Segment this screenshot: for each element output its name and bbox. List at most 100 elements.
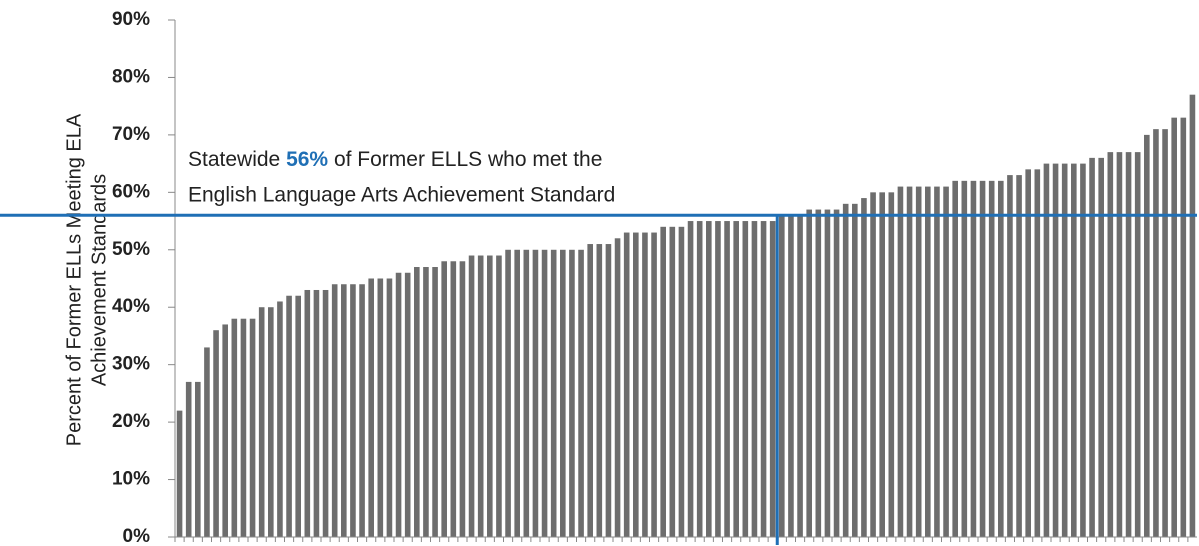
bar — [185, 381, 192, 537]
bar — [1043, 163, 1050, 537]
annotation-value: 56% — [286, 148, 328, 171]
bar — [1071, 163, 1077, 537]
bar — [404, 272, 411, 537]
bar — [240, 318, 247, 537]
bar — [1052, 163, 1059, 537]
bar — [277, 301, 283, 537]
bar — [623, 232, 630, 538]
bar — [788, 215, 794, 538]
y-tick-label: 40% — [112, 296, 150, 317]
bar — [1162, 129, 1168, 537]
bar — [943, 186, 949, 538]
bar — [897, 186, 904, 538]
bar — [505, 249, 511, 537]
bar — [1189, 94, 1196, 537]
bar — [696, 221, 703, 538]
bar — [925, 186, 931, 538]
bar — [204, 347, 210, 537]
bar — [842, 203, 849, 538]
bar — [441, 261, 447, 537]
bar — [724, 221, 730, 538]
bar — [268, 307, 274, 537]
bar — [1007, 175, 1013, 537]
y-axis-label: Percent of Former ELLs Meeting ELA — [63, 113, 85, 446]
bar — [350, 284, 356, 537]
bar — [806, 209, 812, 538]
bar — [569, 249, 575, 537]
bar — [550, 249, 557, 537]
bar — [1171, 117, 1177, 538]
y-axis-label: Achievement Standards — [88, 174, 110, 386]
bar — [715, 221, 721, 538]
annotation: Statewide 56% of Former ELLS who met the — [188, 148, 602, 171]
bar — [915, 186, 922, 538]
bar — [879, 192, 885, 538]
bar — [660, 226, 666, 538]
bar — [1107, 152, 1114, 537]
bar — [386, 278, 393, 537]
bar — [687, 221, 694, 538]
bar — [1144, 134, 1150, 537]
bar — [833, 209, 840, 538]
bar — [733, 221, 739, 538]
bar — [1125, 152, 1132, 537]
bar — [176, 410, 183, 537]
bar — [295, 295, 301, 537]
bar — [797, 215, 803, 538]
bar — [1153, 129, 1159, 537]
bar — [1089, 157, 1095, 537]
bar — [934, 186, 940, 538]
bar — [523, 249, 530, 537]
bar — [906, 186, 913, 538]
bar — [432, 267, 438, 537]
bar — [1134, 152, 1141, 537]
bar — [824, 209, 831, 538]
bar — [578, 249, 584, 537]
y-tick-label: 10% — [112, 469, 150, 490]
y-tick-label: 90% — [112, 9, 150, 30]
bar — [861, 198, 867, 538]
bar — [468, 255, 475, 537]
bar — [1098, 157, 1104, 537]
bar — [769, 221, 776, 538]
bar — [496, 255, 502, 537]
annotation-text: of Former ELLS who met the — [334, 148, 602, 171]
bar — [341, 284, 347, 537]
bar — [231, 318, 238, 537]
bar — [249, 318, 256, 537]
bar — [988, 180, 995, 537]
bar — [852, 203, 858, 538]
bar — [888, 192, 895, 538]
bar — [322, 289, 329, 537]
bar — [414, 267, 420, 537]
y-tick-label: 50% — [112, 239, 150, 260]
annotation-text: Statewide — [188, 148, 280, 171]
bar — [304, 289, 311, 537]
bar — [450, 261, 457, 537]
bar — [395, 272, 402, 537]
y-tick-label: 30% — [112, 354, 150, 375]
bar — [970, 180, 977, 537]
bar — [751, 221, 758, 538]
bar — [760, 221, 767, 538]
bar — [1025, 169, 1031, 537]
bar — [669, 226, 676, 538]
bar — [313, 289, 320, 537]
bar — [678, 226, 685, 538]
bar — [587, 244, 593, 538]
bar — [1061, 163, 1068, 537]
bar — [560, 249, 566, 537]
bar — [222, 324, 228, 537]
bar — [477, 255, 484, 537]
bar — [331, 284, 338, 537]
bar — [952, 180, 958, 537]
bar — [377, 278, 384, 537]
bar — [286, 295, 292, 537]
bar — [870, 192, 876, 538]
bar — [961, 180, 968, 537]
bar — [742, 221, 749, 538]
bar — [605, 244, 612, 538]
bar — [1116, 152, 1123, 537]
bar — [706, 221, 712, 538]
